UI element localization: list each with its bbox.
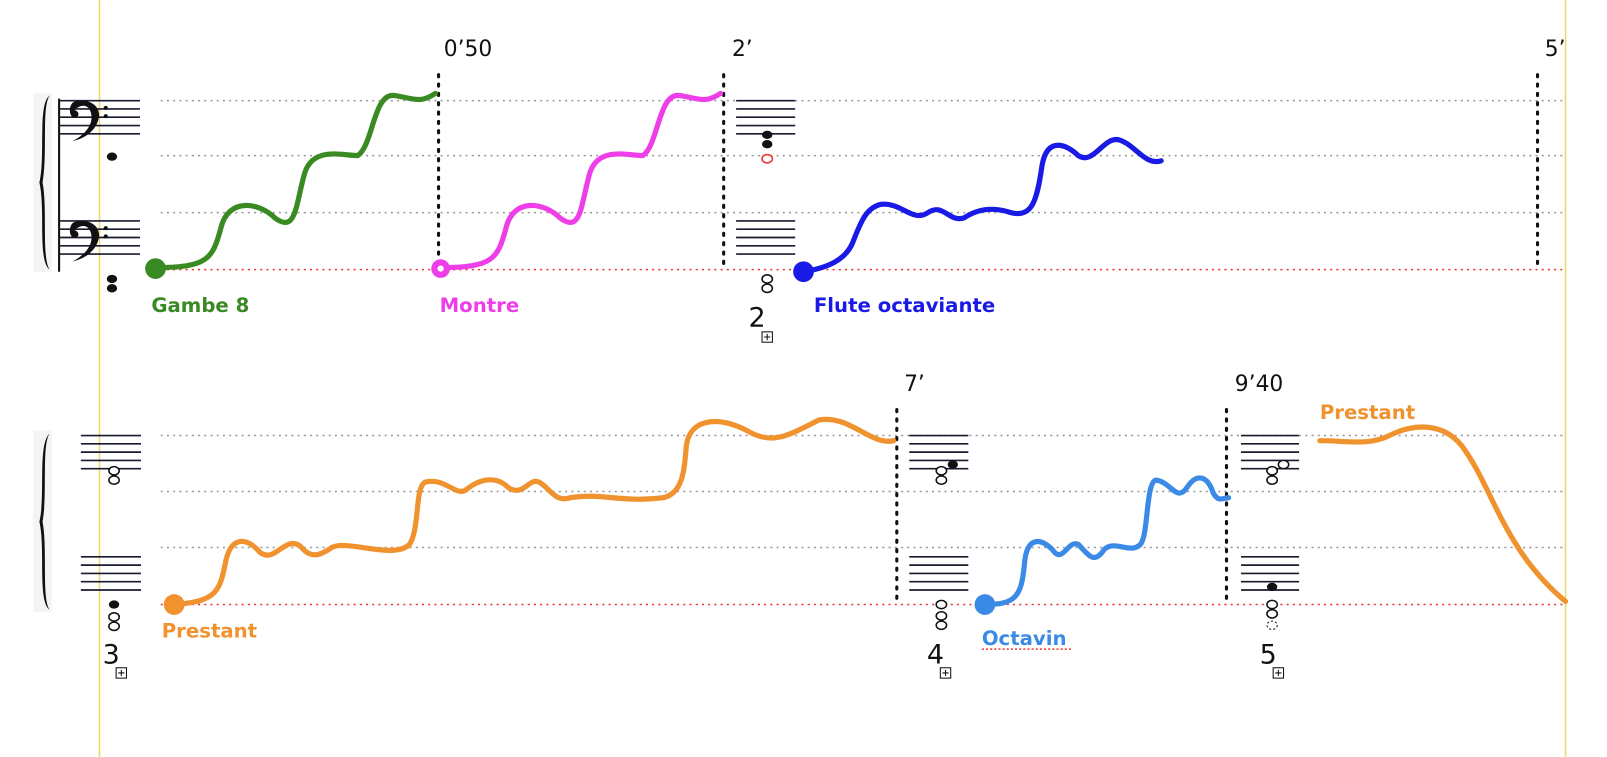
page-margins [98, 0, 1567, 757]
time-marker: 7’ [904, 372, 925, 397]
voice-label[interactable]: Flute octaviante [814, 294, 995, 317]
expand-button[interactable] [761, 331, 773, 343]
time-marker: 5’ [1545, 37, 1566, 62]
expand-button[interactable] [115, 667, 128, 679]
staves [59, 99, 1300, 591]
section-number: 5 [1260, 640, 1277, 671]
notes [106, 130, 1290, 632]
guide-lines [160, 99, 1566, 606]
voice-label[interactable]: Gambe 8 [151, 294, 249, 317]
voice-label[interactable]: Prestant [162, 620, 257, 643]
expand-buttons[interactable] [115, 331, 1285, 679]
voice-label[interactable]: Prestant [1320, 401, 1415, 424]
time-labels: 0’50 2’ 5’ 7’ 9’40 [444, 37, 1566, 397]
voice-curves [145, 90, 1569, 615]
voice-label[interactable]: Octavin [982, 627, 1067, 650]
section-number: 3 [103, 640, 120, 671]
section-number: 2 [749, 303, 766, 334]
time-marker: 0’50 [444, 37, 492, 62]
expand-button[interactable] [1272, 667, 1285, 679]
braces [33, 93, 61, 612]
section-number: 4 [927, 640, 944, 671]
time-marker: 9’40 [1235, 372, 1283, 397]
section-numbers: 2 3 4 5 [103, 303, 1277, 671]
voice-labels: Gambe 8 Montre Flute octaviante Prestant… [151, 294, 1415, 650]
time-marker: 2’ [732, 37, 753, 62]
voice-label[interactable]: Montre [440, 294, 520, 317]
expand-button[interactable] [939, 667, 952, 679]
